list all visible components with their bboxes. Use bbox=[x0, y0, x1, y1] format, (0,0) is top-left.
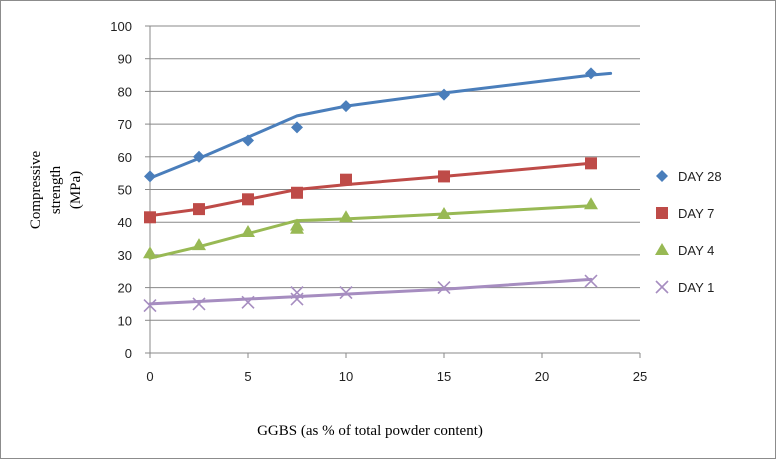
data-point-day-4-4 bbox=[290, 218, 304, 231]
y-tick-label-80: 80 bbox=[118, 84, 132, 99]
data-point-day-1-6 bbox=[437, 281, 451, 295]
legend-label-day-28: DAY 28 bbox=[678, 169, 722, 184]
data-point-day-28-5 bbox=[438, 88, 450, 101]
x-tick-label-10: 10 bbox=[339, 369, 353, 384]
x-tick-label-5: 5 bbox=[244, 369, 251, 384]
y-tick-label-20: 20 bbox=[118, 281, 132, 296]
data-point-day-1-3 bbox=[290, 292, 304, 306]
y-tick-label-10: 10 bbox=[118, 313, 132, 328]
legend-marker-day-1 bbox=[655, 280, 669, 294]
data-point-day-7-2 bbox=[242, 193, 254, 206]
y-tick-label-70: 70 bbox=[118, 117, 132, 132]
y-axis-title: Compressive strength (MPa) bbox=[28, 150, 84, 229]
data-point-day-7-4 bbox=[340, 173, 352, 186]
data-point-day-28-1 bbox=[193, 150, 205, 163]
y-tick-label-100: 100 bbox=[110, 19, 132, 34]
data-point-day-28-2 bbox=[242, 134, 254, 147]
y-tick-label-0: 0 bbox=[125, 346, 132, 361]
legend-marker-day-4 bbox=[655, 243, 669, 255]
data-point-day-4-1 bbox=[192, 238, 206, 251]
legend: DAY 28 DAY 7 DAY 4 DAY 1 bbox=[655, 169, 722, 295]
x-tick-label-25: 25 bbox=[633, 369, 647, 384]
data-point-day-4-0 bbox=[143, 246, 157, 259]
trend-line-day-4 bbox=[148, 204, 593, 260]
trend-line-day-28 bbox=[148, 71, 613, 180]
y-tick-labels: 0 10 20 30 40 50 60 70 80 90 100 bbox=[110, 19, 132, 361]
legend-marker-day-7 bbox=[656, 207, 668, 219]
y-axis-title-line-3: (MPa) bbox=[68, 171, 84, 209]
data-point-day-1-4 bbox=[290, 285, 304, 300]
data-point-day-28-6 bbox=[585, 67, 597, 80]
data-point-day-28-3 bbox=[291, 121, 303, 134]
y-tick-label-90: 90 bbox=[118, 52, 132, 67]
data-point-day-4-7 bbox=[584, 197, 598, 210]
data-point-day-1-5 bbox=[339, 285, 353, 300]
x-tick-label-0: 0 bbox=[146, 369, 153, 384]
data-markers bbox=[143, 67, 598, 313]
y-axis-title-line-1: Compressive bbox=[28, 150, 44, 229]
y-tick-label-50: 50 bbox=[118, 183, 132, 198]
data-point-day-7-5 bbox=[438, 170, 450, 183]
x-tick-labels: 0 5 10 15 20 25 bbox=[146, 369, 647, 384]
data-point-day-7-1 bbox=[193, 203, 205, 216]
grid-lines bbox=[150, 25, 640, 321]
data-point-day-1-7 bbox=[584, 274, 598, 288]
trend-lines bbox=[148, 71, 613, 306]
axes bbox=[145, 25, 641, 358]
data-point-day-28-0 bbox=[144, 170, 156, 183]
data-point-day-1-0 bbox=[143, 299, 157, 313]
data-point-day-7-0 bbox=[144, 211, 156, 224]
legend-label-day-4: DAY 4 bbox=[678, 243, 714, 258]
x-tick-label-20: 20 bbox=[535, 369, 549, 384]
data-point-day-1-2 bbox=[241, 295, 255, 309]
x-tick-label-15: 15 bbox=[437, 369, 451, 384]
trend-line-day-1 bbox=[148, 277, 593, 306]
y-tick-label-40: 40 bbox=[118, 215, 132, 230]
data-point-day-1-1 bbox=[192, 297, 206, 311]
legend-marker-day-28 bbox=[656, 170, 668, 182]
legend-label-day-7: DAY 7 bbox=[678, 206, 714, 221]
data-point-day-7-6 bbox=[585, 157, 597, 170]
legend-label-day-1: DAY 1 bbox=[678, 280, 714, 295]
data-point-day-28-4 bbox=[340, 100, 352, 113]
data-point-day-4-2 bbox=[241, 225, 255, 238]
x-axis-title: GGBS (as % of total powder content) bbox=[257, 423, 483, 439]
y-tick-label-60: 60 bbox=[118, 150, 132, 165]
data-point-day-4-6 bbox=[437, 207, 451, 220]
data-point-day-7-3 bbox=[291, 186, 303, 199]
y-tick-label-30: 30 bbox=[118, 248, 132, 263]
y-axis-title-line-2: strength bbox=[48, 165, 64, 214]
data-point-day-4-5 bbox=[339, 210, 353, 223]
